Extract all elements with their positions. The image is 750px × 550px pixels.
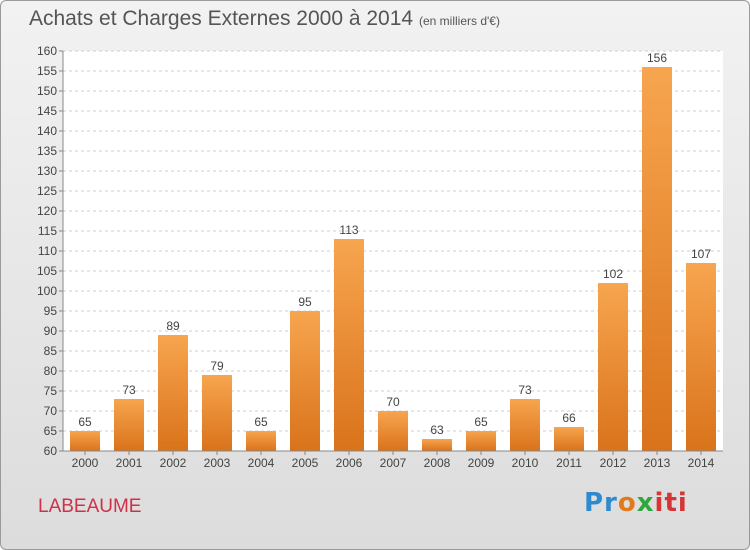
y-tick-label: 95 (44, 304, 58, 318)
y-tick-label: 75 (44, 384, 58, 398)
y-tick-label: 110 (38, 244, 57, 258)
y-tick-label: 145 (37, 104, 57, 118)
x-tick-label: 2009 (468, 456, 495, 470)
y-tick-label: 125 (37, 184, 57, 198)
bar-2000 (70, 431, 100, 451)
y-tick-label: 60 (44, 444, 58, 458)
chart-title: Achats et Charges Externes 2000 à 2014 (29, 7, 414, 30)
x-tick-label: 2004 (248, 456, 275, 470)
y-tick-label: 80 (44, 364, 58, 378)
data-label: 73 (122, 383, 136, 397)
y-tick-label: 155 (37, 64, 57, 78)
y-tick-label: 85 (44, 344, 58, 358)
y-tick-label: 65 (44, 424, 58, 438)
bar-2007 (378, 411, 408, 451)
data-label: 65 (78, 415, 92, 429)
x-tick-label: 2002 (160, 456, 187, 470)
y-tick-label: 105 (37, 264, 57, 278)
x-tick-label: 2013 (644, 456, 671, 470)
x-tick-label: 2007 (380, 456, 407, 470)
grid-lines (63, 50, 723, 432)
proxiti-logo: Proxiti (584, 488, 688, 518)
x-tick-label: 2010 (512, 456, 539, 470)
x-tick-label: 2001 (116, 456, 143, 470)
x-tick-label: 2011 (556, 456, 582, 470)
bar-2002 (158, 335, 188, 451)
data-label: 113 (339, 223, 358, 237)
bar-2003 (202, 375, 232, 451)
x-tick-label: 2006 (336, 456, 363, 470)
bar-2013 (642, 67, 672, 451)
bar-2004 (246, 431, 276, 451)
x-axis-ticks: 2000 2001 2002 2003 2004 2005 2006 2007 2008 2009… (72, 451, 715, 470)
data-label: 79 (210, 359, 224, 373)
data-label: 70 (386, 395, 400, 409)
bar-2010 (510, 399, 540, 451)
data-label: 107 (691, 247, 711, 261)
chart-subtitle: (en milliers d'€) (419, 14, 500, 28)
data-label: 73 (518, 383, 532, 397)
data-label: 102 (603, 267, 623, 281)
y-tick-label: 140 (37, 124, 57, 138)
data-label: 63 (430, 423, 444, 437)
bar-2011 (554, 427, 584, 451)
bar-2008 (422, 439, 452, 451)
y-tick-label: 130 (37, 164, 57, 178)
bars (70, 67, 716, 451)
x-tick-label: 2014 (688, 456, 715, 470)
bar-2009 (466, 431, 496, 451)
y-tick-label: 115 (38, 224, 57, 238)
y-tick-label: 150 (37, 84, 57, 98)
y-tick-label: 135 (37, 144, 57, 158)
y-tick-label: 120 (37, 204, 57, 218)
data-labels: 65 73 89 79 65 95 113 70 63 65 73 66 102 156 107 (78, 51, 711, 437)
x-tick-label: 2000 (72, 456, 99, 470)
bar-2005 (290, 311, 320, 451)
y-tick-label: 70 (44, 404, 58, 418)
data-label: 156 (647, 51, 667, 65)
data-label: 65 (474, 415, 488, 429)
x-tick-label: 2012 (600, 456, 627, 470)
bar-2001 (114, 399, 144, 451)
y-axis-ticks: 60 65 70 75 80 85 90 95 100 105 110 115 120 125 130 135… (37, 44, 63, 458)
data-label: 89 (166, 319, 180, 333)
data-label: 95 (298, 295, 312, 309)
x-tick-label: 2008 (424, 456, 451, 470)
data-label: 65 (254, 415, 268, 429)
x-tick-label: 2003 (204, 456, 231, 470)
y-tick-label: 100 (37, 284, 57, 298)
bar-2014 (686, 263, 716, 451)
y-tick-label: 90 (44, 324, 58, 338)
bar-2012 (598, 283, 628, 451)
data-label: 66 (562, 411, 576, 425)
y-tick-label: 160 (37, 44, 57, 58)
x-tick-label: 2005 (292, 456, 319, 470)
place-name: LABEAUME (38, 496, 142, 517)
bar-2006 (334, 239, 364, 451)
